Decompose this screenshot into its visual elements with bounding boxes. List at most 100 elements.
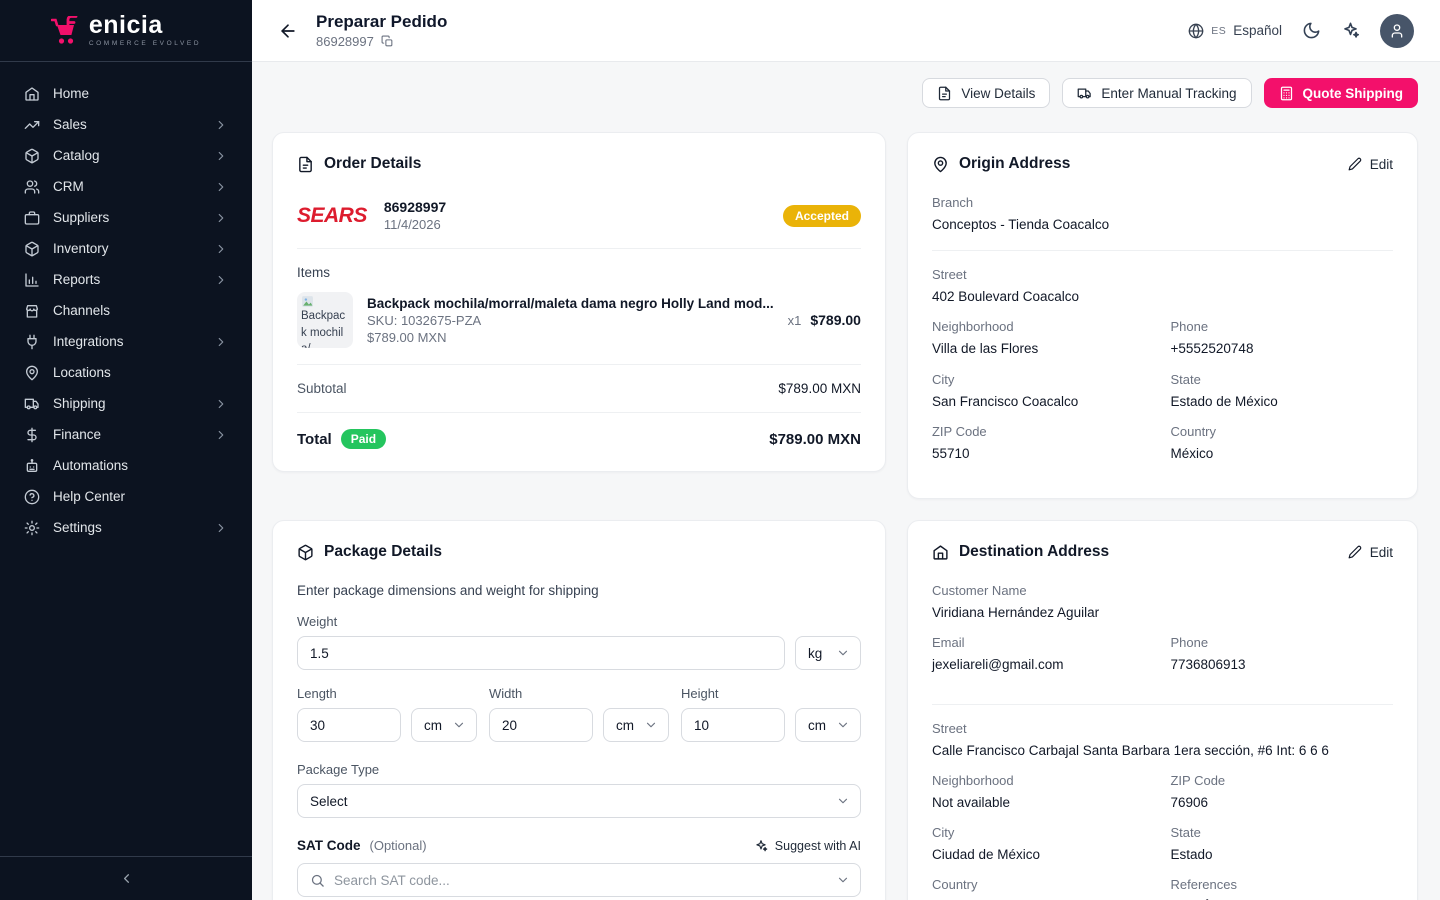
- brand-tagline: Commerce evolved: [88, 40, 202, 48]
- globe-icon: [1188, 23, 1204, 39]
- pencil-icon: [1348, 157, 1362, 171]
- ai-assistant-button[interactable]: [1341, 21, 1360, 40]
- city-label: City: [931, 371, 955, 387]
- file-text-icon: [937, 86, 952, 101]
- weight-input[interactable]: [297, 636, 785, 671]
- branch-label: Branch: [931, 195, 974, 210]
- package-details-title: Package Details: [324, 543, 443, 561]
- chevron-down-icon: [452, 718, 466, 732]
- content: View Details Enter Manual Tracking Quote…: [252, 62, 1440, 900]
- sidebar-item-channels[interactable]: Channels: [0, 295, 252, 326]
- subtotal-value: $789.00 MXN: [778, 381, 861, 396]
- user-avatar[interactable]: [1380, 13, 1414, 48]
- quote-shipping-button[interactable]: Quote Shipping: [1263, 78, 1418, 108]
- package-type-select[interactable]: Select: [297, 784, 861, 819]
- sat-code-search-select[interactable]: Search SAT code...: [297, 863, 861, 898]
- sidebar-collapse-button[interactable]: [0, 856, 252, 900]
- sidebar-item-finance[interactable]: Finance: [0, 419, 252, 450]
- width-unit-select[interactable]: cm: [602, 708, 669, 743]
- item-name: Backpack mochila/morral/maleta dama negr…: [367, 295, 774, 311]
- topbar: Preparar Pedido 86928997 ES Español: [252, 0, 1440, 62]
- total-value: $789.00 MXN: [769, 430, 861, 448]
- fenicia-logo[interactable]: enicia Commerce evolved: [50, 11, 202, 48]
- length-input[interactable]: [297, 708, 401, 743]
- chevron-right-icon: [214, 242, 228, 256]
- dark-mode-toggle[interactable]: [1302, 21, 1321, 40]
- language-switcher[interactable]: ES Español: [1188, 23, 1282, 39]
- length-unit-select[interactable]: cm: [410, 708, 477, 743]
- package-icon: [297, 544, 314, 561]
- sidebar-item-crm[interactable]: CRM: [0, 171, 252, 202]
- sidebar-item-inventory[interactable]: Inventory: [0, 233, 252, 264]
- package-icon: [24, 148, 40, 164]
- brand-name: enicia: [88, 11, 163, 40]
- file-text-icon: [297, 156, 314, 173]
- page-actions: View Details Enter Manual Tracking Quote…: [272, 78, 1418, 108]
- store-icon: [24, 303, 40, 319]
- sidebar-item-locations[interactable]: Locations: [0, 357, 252, 388]
- sears-marketplace-logo: SEARS: [297, 203, 367, 227]
- item-thumbnail-alt: Backpack mochila/: [301, 310, 346, 348]
- state-label: State: [1170, 824, 1201, 840]
- calculator-icon: [1279, 86, 1294, 101]
- bar-chart-icon: [24, 272, 40, 288]
- weight-unit-select[interactable]: kg: [794, 636, 861, 671]
- home-icon: [24, 86, 40, 102]
- suggest-with-ai-button[interactable]: Suggest with AI: [754, 839, 861, 853]
- order-details-card: Order Details SEARS 86928997 11/4/2026 A…: [272, 132, 886, 472]
- phone-label: Phone: [1170, 635, 1209, 651]
- sidebar-item-help-center[interactable]: Help Center: [0, 481, 252, 512]
- sidebar-item-reports[interactable]: Reports: [0, 264, 252, 295]
- briefcase-icon: [24, 210, 40, 226]
- search-icon: [310, 873, 325, 888]
- weight-label: Weight: [297, 614, 338, 630]
- email-label: Email: [931, 635, 965, 651]
- chevron-down-icon: [644, 718, 658, 732]
- state-label: State: [1170, 371, 1201, 387]
- references-label: References: [1170, 877, 1237, 893]
- copy-icon[interactable]: [381, 35, 394, 48]
- customer-name-label: Customer Name: [931, 583, 1027, 599]
- chevron-left-icon: [119, 871, 134, 886]
- item-quantity: x1: [787, 312, 802, 328]
- enter-manual-tracking-button[interactable]: Enter Manual Tracking: [1062, 78, 1252, 108]
- item-thumbnail: Backpack mochila/: [297, 292, 353, 348]
- phone-value: 7736806913: [1170, 657, 1246, 673]
- sidebar-item-home[interactable]: Home: [0, 78, 252, 109]
- sidebar-item-shipping[interactable]: Shipping: [0, 388, 252, 419]
- status-badge: Accepted: [782, 204, 861, 227]
- home-icon: [932, 544, 949, 561]
- chevron-down-icon: [836, 646, 850, 660]
- sidebar-item-suppliers[interactable]: Suppliers: [0, 202, 252, 233]
- sidebar-item-sales[interactable]: Sales: [0, 109, 252, 140]
- order-item-row: Backpack mochila/ Backpack mochila/morra…: [297, 292, 861, 348]
- page-title: Preparar Pedido: [316, 12, 448, 31]
- sidebar-item-settings[interactable]: Settings: [0, 512, 252, 543]
- edit-destination-address-button[interactable]: Edit: [1348, 545, 1393, 560]
- users-icon: [24, 179, 40, 195]
- sidebar: enicia Commerce evolved Home Sales Catal…: [0, 0, 252, 900]
- sidebar-item-automations[interactable]: Automations: [0, 450, 252, 481]
- sidebar-item-catalog[interactable]: Catalog: [0, 140, 252, 171]
- height-input[interactable]: [680, 708, 785, 743]
- view-details-button[interactable]: View Details: [922, 78, 1051, 108]
- sidebar-item-integrations[interactable]: Integrations: [0, 326, 252, 357]
- phone-value: +5552520748: [1170, 341, 1254, 357]
- truck-icon: [1077, 86, 1092, 101]
- items-label: Items: [297, 265, 331, 280]
- chevron-down-icon: [836, 794, 850, 808]
- subtotal-label: Subtotal: [297, 381, 347, 396]
- customer-name-value: Viridiana Hernández Aguilar: [931, 605, 1100, 621]
- order-details-title: Order Details: [324, 155, 422, 172]
- width-input[interactable]: [488, 708, 593, 743]
- user-icon: [1389, 23, 1405, 39]
- city-value: Ciudad de México: [931, 846, 1041, 862]
- neighborhood-value: Not available: [931, 794, 1011, 810]
- back-button[interactable]: [278, 21, 298, 41]
- zip-value: 76906: [1170, 794, 1209, 810]
- height-unit-select[interactable]: cm: [794, 708, 861, 743]
- origin-address-card: Origin Address Edit Branch Conceptos - T…: [906, 132, 1418, 500]
- total-label: Total: [297, 430, 332, 448]
- edit-origin-address-button[interactable]: Edit: [1348, 157, 1393, 172]
- order-date: 11/4/2026: [383, 217, 441, 232]
